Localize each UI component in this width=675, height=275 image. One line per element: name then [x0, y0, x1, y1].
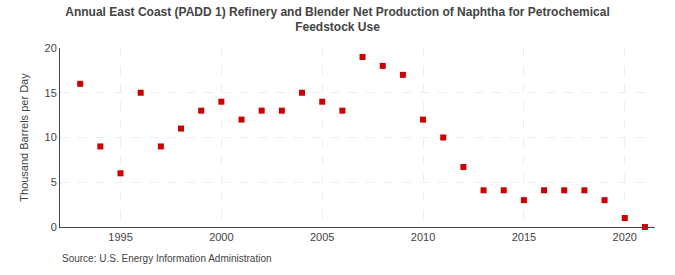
svg-text:Source: U.S. Energy Informatio: Source: U.S. Energy Information Administ…: [62, 253, 272, 264]
svg-text:10: 10: [45, 131, 57, 143]
svg-text:1995: 1995: [108, 231, 132, 243]
svg-text:15: 15: [45, 87, 57, 99]
svg-text:Annual East Coast (PADD 1) Ref: Annual East Coast (PADD 1) Refinery and …: [65, 5, 610, 35]
svg-text:5: 5: [51, 176, 57, 188]
svg-text:2000: 2000: [209, 231, 233, 243]
svg-text:Thousand Barrels per Day: Thousand Barrels per Day: [18, 73, 30, 202]
svg-text:2005: 2005: [310, 231, 334, 243]
svg-text:2010: 2010: [411, 231, 435, 243]
svg-text:2015: 2015: [512, 231, 536, 243]
svg-text:2020: 2020: [613, 231, 637, 243]
svg-text:0: 0: [51, 221, 57, 233]
svg-text:20: 20: [45, 42, 57, 54]
